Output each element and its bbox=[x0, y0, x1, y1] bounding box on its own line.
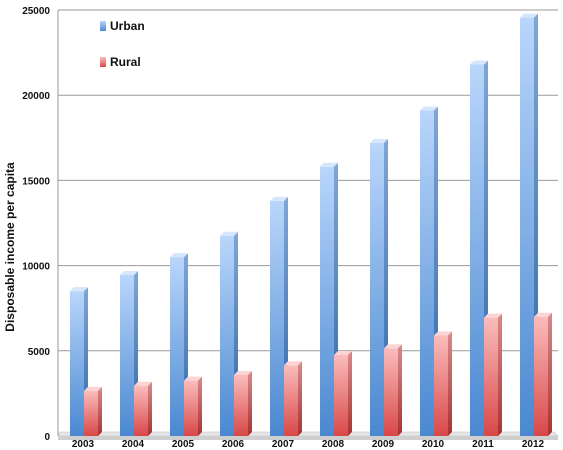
urban-bar-front bbox=[70, 291, 84, 436]
rural-bar-top bbox=[84, 386, 102, 391]
urban-bar-front bbox=[120, 274, 134, 436]
legend-label: Urban bbox=[110, 19, 145, 33]
urban-bar-front bbox=[170, 257, 184, 436]
rural-bar-top bbox=[334, 351, 352, 356]
rural-bar-side bbox=[548, 312, 552, 436]
urban-bar-front bbox=[220, 235, 234, 436]
rural-bar-side bbox=[448, 331, 452, 436]
rural-bar-front bbox=[134, 385, 148, 436]
rural-bar-front bbox=[534, 316, 548, 436]
urban-bar bbox=[70, 287, 88, 436]
rural-bar bbox=[334, 351, 352, 436]
y-tick-label: 10000 bbox=[22, 262, 50, 273]
rural-bar-front bbox=[334, 355, 348, 436]
rural-bar bbox=[534, 312, 552, 436]
rural-bar-side bbox=[198, 376, 202, 436]
rural-bar-side bbox=[98, 386, 102, 436]
rural-bar-front bbox=[384, 348, 398, 436]
urban-bar-top bbox=[520, 13, 538, 18]
legend-label: Rural bbox=[110, 55, 141, 69]
urban-bar-top bbox=[170, 253, 188, 258]
rural-bar-side bbox=[348, 351, 352, 436]
rural-bar-front bbox=[434, 335, 448, 436]
rural-bar bbox=[284, 361, 302, 436]
rural-bar-side bbox=[298, 361, 302, 436]
rural-bar bbox=[434, 331, 452, 436]
x-tick-label: 2005 bbox=[172, 439, 195, 450]
y-tick-label: 20000 bbox=[22, 91, 50, 102]
urban-bar-top bbox=[470, 60, 488, 65]
x-tick-label: 2006 bbox=[222, 439, 245, 450]
legend-item: Rural bbox=[100, 55, 141, 69]
y-tick-label: 25000 bbox=[22, 6, 50, 17]
y-tick-label: 5000 bbox=[28, 347, 51, 358]
rural-bar-front bbox=[484, 317, 498, 436]
y-tick-label: 15000 bbox=[22, 176, 50, 187]
x-tick-label: 2004 bbox=[122, 439, 145, 450]
y-tick-label: 0 bbox=[44, 432, 50, 443]
rural-bar-front bbox=[184, 380, 198, 436]
rural-bar bbox=[484, 313, 502, 436]
legend-item: Urban bbox=[100, 19, 145, 33]
rural-bar-side bbox=[248, 370, 252, 436]
rural-bar-top bbox=[134, 381, 152, 386]
rural-bar-top bbox=[434, 331, 452, 336]
x-axis: 2003 2004 2005 2006 2007 2008 2009 2010 2011 2012 bbox=[72, 439, 545, 450]
urban-bar-top bbox=[220, 231, 238, 236]
urban-bar-top bbox=[70, 287, 88, 292]
rural-bar-side bbox=[148, 381, 152, 436]
rural-bar-front bbox=[234, 374, 248, 436]
chart-floor-edge bbox=[58, 436, 558, 440]
urban-bar-top bbox=[120, 270, 138, 275]
urban-bar-top bbox=[320, 162, 338, 167]
urban-bar-front bbox=[520, 17, 534, 436]
y-axis-title: Disposable income per capita bbox=[3, 162, 17, 332]
urban-bar-front bbox=[370, 142, 384, 437]
y-axis: 0 5000 10000 15000 20000 25000 bbox=[22, 6, 59, 443]
rural-bar-top bbox=[284, 361, 302, 366]
legend: Urban Rural bbox=[100, 19, 145, 69]
rural-bar-top bbox=[534, 312, 552, 317]
rural-bar-top bbox=[384, 344, 402, 349]
rural-bar-top bbox=[184, 376, 202, 381]
urban-bar-front bbox=[470, 64, 484, 436]
rural-bar-top bbox=[234, 370, 252, 375]
urban-bar-front bbox=[420, 110, 434, 436]
x-tick-label: 2009 bbox=[372, 439, 395, 450]
rural-bar bbox=[184, 376, 202, 436]
legend-swatch bbox=[100, 57, 106, 67]
rural-bar-side bbox=[498, 313, 502, 436]
rural-bar bbox=[84, 386, 102, 436]
rural-bar-front bbox=[284, 365, 298, 436]
rural-bar-front bbox=[84, 390, 98, 436]
urban-bar-top bbox=[420, 106, 438, 111]
x-tick-label: 2010 bbox=[422, 439, 445, 450]
urban-bar-top bbox=[370, 138, 388, 143]
x-tick-label: 2008 bbox=[322, 439, 345, 450]
rural-bar bbox=[234, 370, 252, 436]
rural-bar bbox=[134, 381, 152, 436]
x-tick-label: 2012 bbox=[522, 439, 545, 450]
x-tick-label: 2007 bbox=[272, 439, 295, 450]
rural-bar-side bbox=[398, 344, 402, 436]
urban-bar-front bbox=[320, 166, 334, 436]
legend-swatch bbox=[100, 21, 106, 31]
x-tick-label: 2003 bbox=[72, 439, 95, 450]
rural-bar bbox=[384, 344, 402, 436]
x-tick-label: 2011 bbox=[472, 439, 494, 450]
urban-bar-front bbox=[270, 200, 284, 436]
bars bbox=[70, 13, 552, 437]
urban-bar-top bbox=[270, 196, 288, 201]
rural-bar-top bbox=[484, 313, 502, 318]
